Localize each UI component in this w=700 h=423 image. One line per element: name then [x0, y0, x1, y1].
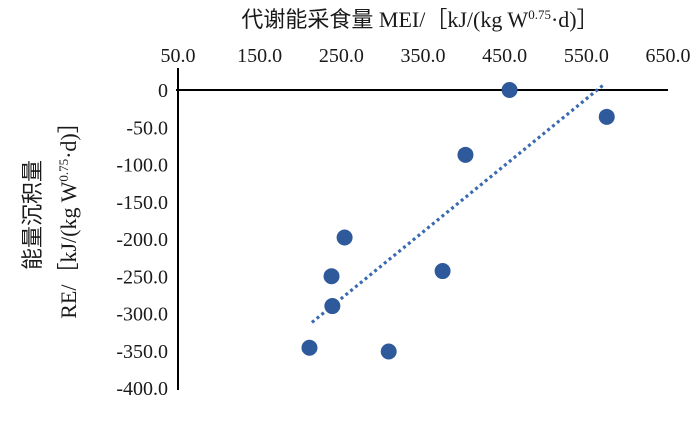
y-axis-title-line2: RE/［kJ/(kg W0.75·d)］	[56, 111, 81, 319]
y-axis-title: 能量沉积量 RE/［kJ/(kg W0.75·d)］	[20, 111, 81, 319]
y-tick-label: -350.0	[116, 341, 168, 363]
trendline-layer	[310, 84, 604, 324]
y-tick-label: -200.0	[116, 229, 168, 251]
data-point	[434, 263, 451, 280]
data-point	[598, 108, 615, 125]
y-tick-label: -50.0	[126, 117, 168, 139]
x-tick-label: 450.0	[482, 45, 527, 67]
y-axis-title-line1: 能量沉积量	[20, 160, 45, 270]
data-point	[301, 339, 318, 356]
data-point	[323, 268, 340, 285]
x-tick-label: 650.0	[646, 45, 691, 67]
data-point	[380, 343, 397, 360]
x-tick-labels: 50.0 150.0 250.0 350.0 450.0 550.0 650.0	[161, 45, 691, 67]
x-axis-title: 代谢能采食量 MEI/［kJ/(kg W0.75·d)］	[241, 7, 598, 32]
data-point	[457, 146, 474, 163]
x-tick-label: 350.0	[401, 45, 446, 67]
axes	[176, 68, 668, 390]
data-point	[501, 82, 518, 98]
data-point	[336, 229, 353, 246]
trendline	[310, 84, 604, 324]
x-tick-label: 50.0	[161, 45, 196, 67]
y-tick-label: -100.0	[116, 155, 168, 177]
y-tick-label: -250.0	[116, 266, 168, 288]
y-tick-label: 0	[158, 80, 168, 102]
y-tick-label: -150.0	[116, 192, 168, 214]
data-points	[301, 82, 615, 360]
data-point	[324, 298, 341, 315]
y-tick-label: -300.0	[116, 304, 168, 326]
y-tick-label: -400.0	[116, 378, 168, 400]
x-tick-label: 150.0	[237, 45, 282, 67]
x-tick-label: 250.0	[319, 45, 364, 67]
x-tick-label: 550.0	[564, 45, 609, 67]
y-tick-labels: 0 -50.0 -100.0 -150.0 -200.0 -250.0 -300.0 -350…	[116, 80, 168, 400]
